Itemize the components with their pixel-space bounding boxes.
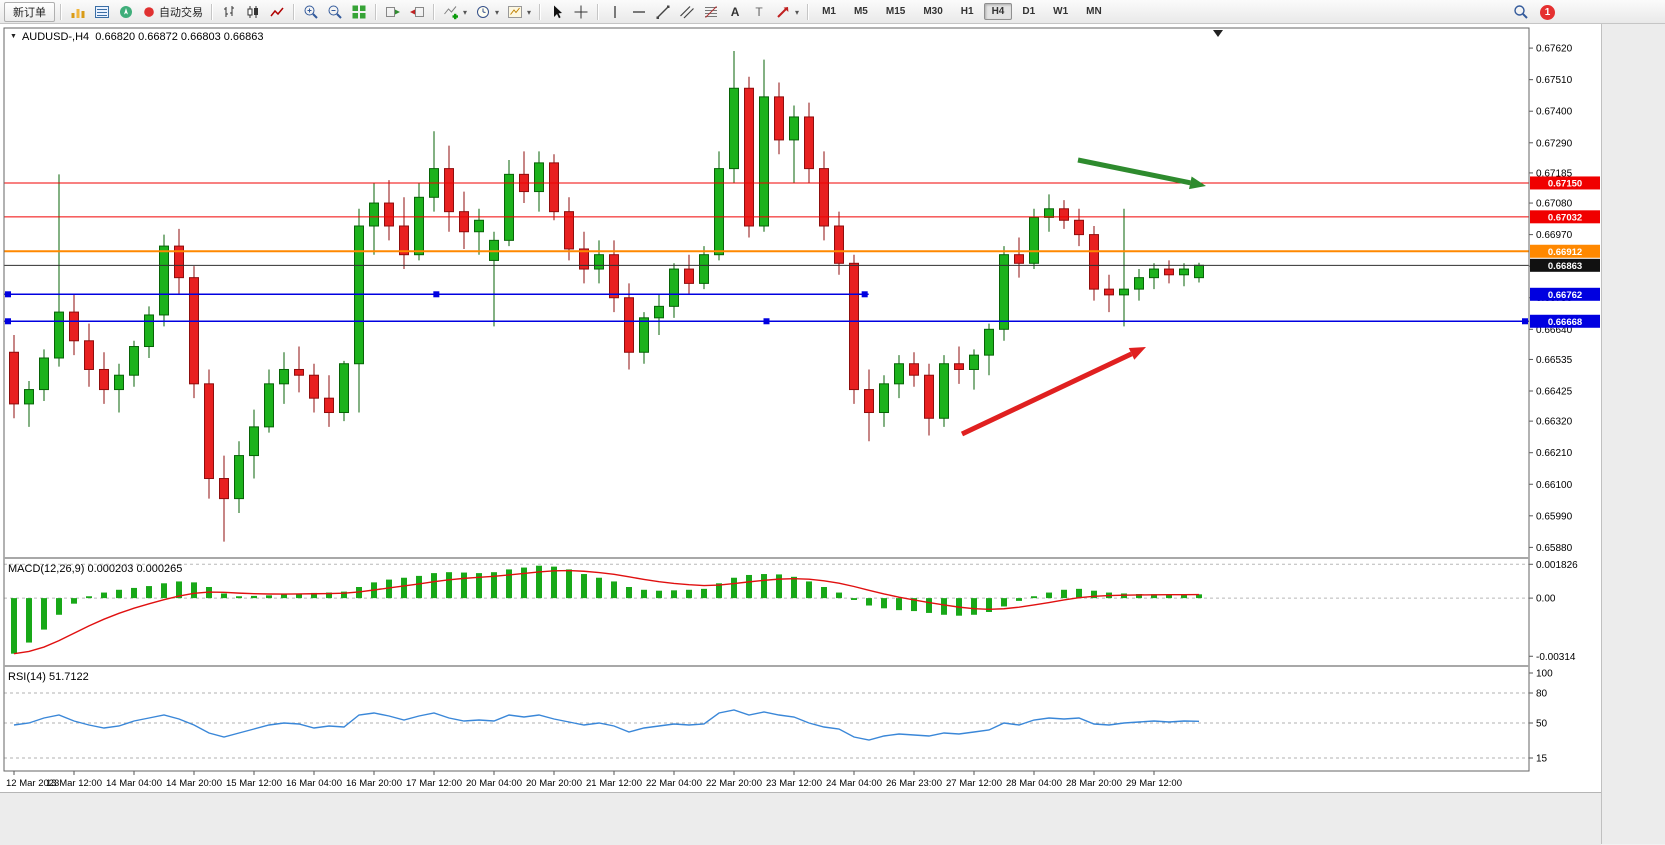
charts-icon — [71, 8, 85, 18]
arrows-caret-icon — [794, 6, 799, 18]
macd-indicator-label: MACD(12,26,9) 0.000203 0.000265 — [8, 563, 182, 575]
channel-button[interactable] — [676, 2, 698, 22]
toolbar-separator — [375, 3, 377, 20]
navigator-button[interactable] — [115, 2, 137, 22]
rsi-value: 51.7122 — [48, 671, 89, 683]
bar-chart-icon — [224, 5, 234, 17]
macd-signal-value: 0.000265 — [136, 563, 183, 575]
search-icon — [1514, 5, 1528, 19]
candlestick-button[interactable] — [242, 2, 264, 22]
horizontal-line-icon — [633, 10, 646, 13]
timeframe-w1-button[interactable]: W1 — [1045, 3, 1076, 20]
toolbar-separator — [433, 3, 435, 20]
zoom-in-icon — [304, 5, 318, 19]
crosshair-button[interactable] — [570, 2, 592, 22]
timeframe-mn-button[interactable]: MN — [1078, 3, 1110, 20]
vertical-line-button[interactable] — [604, 2, 626, 22]
tile-windows-icon — [352, 5, 366, 18]
timeframe-d1-button[interactable]: D1 — [1014, 3, 1043, 20]
symbol-period-label: AUDUSD-,H4 — [21, 31, 90, 43]
toolbar-separator — [597, 3, 600, 20]
search-button[interactable] — [1510, 2, 1532, 22]
one-click-trading-toggle-icon[interactable] — [10, 31, 22, 43]
auto-trading-button[interactable]: 自动交易 — [139, 2, 206, 22]
zoom-out-icon — [328, 5, 342, 19]
timeframe-m1-button[interactable]: M1 — [814, 3, 844, 20]
timeframe-m30-button[interactable]: M30 — [915, 3, 950, 20]
macd-name: MACD(12,26,9) — [8, 563, 85, 575]
trendline-icon — [656, 5, 670, 19]
chart-shift-icon — [410, 6, 424, 17]
periods-button[interactable] — [472, 2, 502, 22]
fibonacci-button[interactable] — [700, 2, 722, 22]
timeframe-h4-button[interactable]: H4 — [983, 3, 1013, 20]
indicators-button[interactable] — [440, 2, 470, 22]
indicators-caret-icon — [462, 6, 467, 18]
periods-caret-icon — [494, 6, 499, 18]
toolbar-separator — [807, 3, 810, 20]
templates-caret-icon — [526, 6, 531, 18]
indicators-icon — [444, 5, 458, 19]
label-icon: T — [755, 4, 763, 19]
templates-button[interactable] — [504, 2, 534, 22]
chart-title: AUDUSD-,H4 0.66820 0.66872 0.66803 0.668… — [10, 31, 264, 43]
toolbar-separator — [539, 3, 542, 20]
new-order-label: 新订单 — [13, 6, 46, 19]
new-order-button[interactable]: 新订单 — [4, 1, 55, 22]
label-button[interactable]: T — [748, 2, 770, 22]
toolbar-separator — [211, 3, 213, 20]
rsi-indicator-label: RSI(14) 51.7122 — [8, 671, 89, 683]
horizontal-line-button[interactable] — [628, 2, 650, 22]
window-right-gutter — [1601, 24, 1665, 844]
navigator-icon — [120, 5, 132, 18]
cursor-button[interactable] — [546, 2, 568, 22]
line-chart-button[interactable] — [266, 2, 288, 22]
trendline-button[interactable] — [652, 2, 674, 22]
notification-badge[interactable]: 1 — [1540, 4, 1555, 20]
templates-icon — [508, 5, 523, 18]
arrows-icon — [777, 6, 789, 18]
cursor-icon — [554, 5, 563, 18]
text-button[interactable]: A — [724, 2, 746, 22]
charts-button[interactable] — [67, 2, 89, 22]
chart-shift-button[interactable] — [406, 2, 428, 22]
toolbar: 新订单 自动交易 — [0, 0, 1665, 24]
timeframe-h1-button[interactable]: H1 — [953, 3, 982, 20]
window-bottom-strip — [0, 792, 1601, 845]
tile-windows-button[interactable] — [348, 2, 370, 22]
toolbar-separator — [60, 3, 62, 20]
fibonacci-icon — [705, 5, 718, 18]
candlestick-icon — [247, 5, 258, 18]
text-icon: A — [730, 4, 740, 19]
arrows-button[interactable] — [772, 2, 802, 22]
rsi-name: RSI(14) — [8, 671, 46, 683]
periods-icon — [477, 5, 490, 18]
ohlc-values: 0.66820 0.66872 0.66803 0.66863 — [95, 31, 264, 43]
chart-window — [0, 24, 1665, 844]
market-watch-button[interactable] — [91, 2, 113, 22]
auto-trading-label: 自动交易 — [159, 6, 203, 19]
zoom-in-button[interactable] — [300, 2, 322, 22]
vertical-line-icon — [614, 5, 616, 18]
timeframe-m5-button[interactable]: M5 — [846, 3, 876, 20]
market-watch-icon — [95, 5, 109, 18]
toolbar-right-group: 1 — [1510, 2, 1555, 22]
macd-main-value: 0.000203 — [87, 563, 134, 575]
timeframe-m15-button[interactable]: M15 — [878, 3, 913, 20]
auto-trading-icon — [144, 6, 154, 17]
auto-scroll-button[interactable] — [382, 2, 404, 22]
line-chart-icon — [270, 7, 284, 16]
toolbar-separator — [293, 3, 295, 20]
channel-icon — [680, 5, 694, 18]
zoom-out-button[interactable] — [324, 2, 346, 22]
crosshair-icon — [574, 5, 588, 18]
bar-chart-button[interactable] — [218, 2, 240, 22]
auto-scroll-icon — [386, 6, 400, 17]
